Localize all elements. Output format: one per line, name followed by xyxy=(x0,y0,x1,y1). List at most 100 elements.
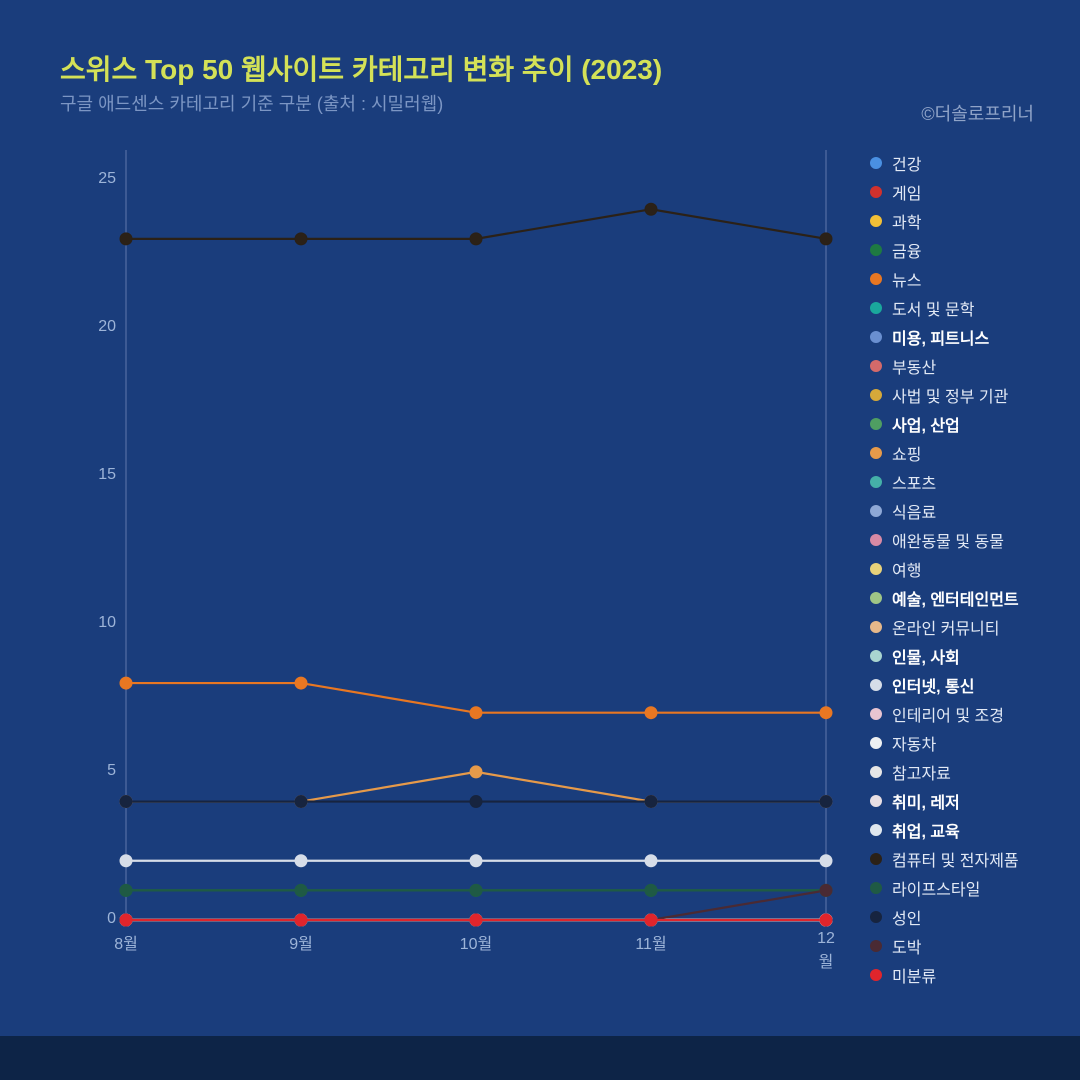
legend-item[interactable]: 자동차 xyxy=(870,728,1070,757)
legend-item[interactable]: 건강 xyxy=(870,148,1070,177)
y-tick-label: 15 xyxy=(80,466,116,484)
series-marker xyxy=(470,914,482,926)
legend-item[interactable]: 성인 xyxy=(870,902,1070,931)
legend-dot-icon xyxy=(870,186,882,198)
x-tick-label: 11월 xyxy=(635,930,666,954)
legend-item[interactable]: 부동산 xyxy=(870,351,1070,380)
legend-dot-icon xyxy=(870,824,882,836)
legend-dot-icon xyxy=(870,882,882,894)
legend: 건강게임과학금융뉴스도서 및 문학미용, 피트니스부동산사법 및 정부 기관사업… xyxy=(870,148,1070,989)
legend-dot-icon xyxy=(870,476,882,488)
legend-label: 인테리어 및 조경 xyxy=(892,702,1004,726)
legend-item[interactable]: 라이프스타일 xyxy=(870,873,1070,902)
legend-dot-icon xyxy=(870,940,882,952)
legend-label: 미분류 xyxy=(892,963,936,987)
legend-label: 건강 xyxy=(892,151,921,175)
legend-label: 취업, 교육 xyxy=(892,818,960,842)
series-marker xyxy=(820,914,832,926)
legend-item[interactable]: 애완동물 및 동물 xyxy=(870,525,1070,554)
legend-dot-icon xyxy=(870,360,882,372)
legend-item[interactable]: 쇼핑 xyxy=(870,438,1070,467)
legend-dot-icon xyxy=(870,650,882,662)
legend-label: 여행 xyxy=(892,557,921,581)
legend-item[interactable]: 미분류 xyxy=(870,960,1070,989)
series-marker xyxy=(645,855,657,867)
legend-dot-icon xyxy=(870,157,882,169)
legend-item[interactable]: 인물, 사회 xyxy=(870,641,1070,670)
legend-item[interactable]: 스포츠 xyxy=(870,467,1070,496)
x-tick-label: 9월 xyxy=(289,930,313,954)
series-marker xyxy=(295,914,307,926)
series-marker xyxy=(470,796,482,808)
legend-label: 자동차 xyxy=(892,731,936,755)
legend-item[interactable]: 과학 xyxy=(870,206,1070,235)
legend-label: 사법 및 정부 기관 xyxy=(892,383,1008,407)
legend-item[interactable]: 컴퓨터 및 전자제품 xyxy=(870,844,1070,873)
series-marker xyxy=(820,796,832,808)
legend-item[interactable]: 온라인 커뮤니티 xyxy=(870,612,1070,641)
legend-dot-icon xyxy=(870,795,882,807)
chart-plot xyxy=(40,140,840,970)
series-marker xyxy=(470,707,482,719)
legend-label: 게임 xyxy=(892,180,921,204)
legend-item[interactable]: 금융 xyxy=(870,235,1070,264)
y-tick-label: 0 xyxy=(80,910,116,928)
legend-item[interactable]: 식음료 xyxy=(870,496,1070,525)
x-tick-label: 10월 xyxy=(460,930,493,954)
legend-item[interactable]: 취업, 교육 xyxy=(870,815,1070,844)
legend-label: 도서 및 문학 xyxy=(892,296,975,320)
legend-label: 쇼핑 xyxy=(892,441,921,465)
legend-dot-icon xyxy=(870,534,882,546)
legend-dot-icon xyxy=(870,302,882,314)
legend-dot-icon xyxy=(870,331,882,343)
legend-label: 취미, 레저 xyxy=(892,789,960,813)
series-marker xyxy=(645,707,657,719)
legend-item[interactable]: 게임 xyxy=(870,177,1070,206)
legend-item[interactable]: 취미, 레저 xyxy=(870,786,1070,815)
legend-item[interactable]: 사업, 산업 xyxy=(870,409,1070,438)
legend-item[interactable]: 사법 및 정부 기관 xyxy=(870,380,1070,409)
legend-dot-icon xyxy=(870,273,882,285)
legend-dot-icon xyxy=(870,737,882,749)
legend-dot-icon xyxy=(870,215,882,227)
series-marker xyxy=(645,884,657,896)
legend-dot-icon xyxy=(870,389,882,401)
series-marker xyxy=(470,884,482,896)
y-tick-label: 10 xyxy=(80,614,116,632)
legend-label: 금융 xyxy=(892,238,921,262)
series-marker xyxy=(295,677,307,689)
legend-item[interactable]: 도박 xyxy=(870,931,1070,960)
legend-item[interactable]: 미용, 피트니스 xyxy=(870,322,1070,351)
legend-item[interactable]: 여행 xyxy=(870,554,1070,583)
legend-item[interactable]: 예술, 엔터테인먼트 xyxy=(870,583,1070,612)
legend-item[interactable]: 참고자료 xyxy=(870,757,1070,786)
chart-container: 스위스 Top 50 웹사이트 카테고리 변화 추이 (2023) 구글 애드센… xyxy=(0,0,1080,1080)
footer-bar xyxy=(0,1036,1080,1080)
series-marker xyxy=(470,766,482,778)
legend-label: 과학 xyxy=(892,209,921,233)
legend-item[interactable]: 인터넷, 통신 xyxy=(870,670,1070,699)
series-marker xyxy=(120,796,132,808)
series-marker xyxy=(470,855,482,867)
legend-label: 애완동물 및 동물 xyxy=(892,528,1004,552)
legend-dot-icon xyxy=(870,621,882,633)
legend-item[interactable]: 뉴스 xyxy=(870,264,1070,293)
series-marker xyxy=(120,855,132,867)
series-marker xyxy=(820,884,832,896)
legend-item[interactable]: 인테리어 및 조경 xyxy=(870,699,1070,728)
legend-label: 뉴스 xyxy=(892,267,921,291)
legend-label: 부동산 xyxy=(892,354,936,378)
legend-dot-icon xyxy=(870,418,882,430)
legend-dot-icon xyxy=(870,911,882,923)
series-marker xyxy=(645,203,657,215)
legend-dot-icon xyxy=(870,969,882,981)
legend-item[interactable]: 도서 및 문학 xyxy=(870,293,1070,322)
chart-area: 05101520258월9월10월11월12월 xyxy=(40,140,840,970)
legend-label: 식음료 xyxy=(892,499,936,523)
x-tick-label: 12월 xyxy=(817,930,835,972)
series-marker xyxy=(120,677,132,689)
chart-subtitle: 구글 애드센스 카테고리 기준 구분 (출처 : 시밀러웹) xyxy=(60,90,443,116)
legend-label: 스포츠 xyxy=(892,470,936,494)
series-marker xyxy=(120,884,132,896)
legend-dot-icon xyxy=(870,679,882,691)
